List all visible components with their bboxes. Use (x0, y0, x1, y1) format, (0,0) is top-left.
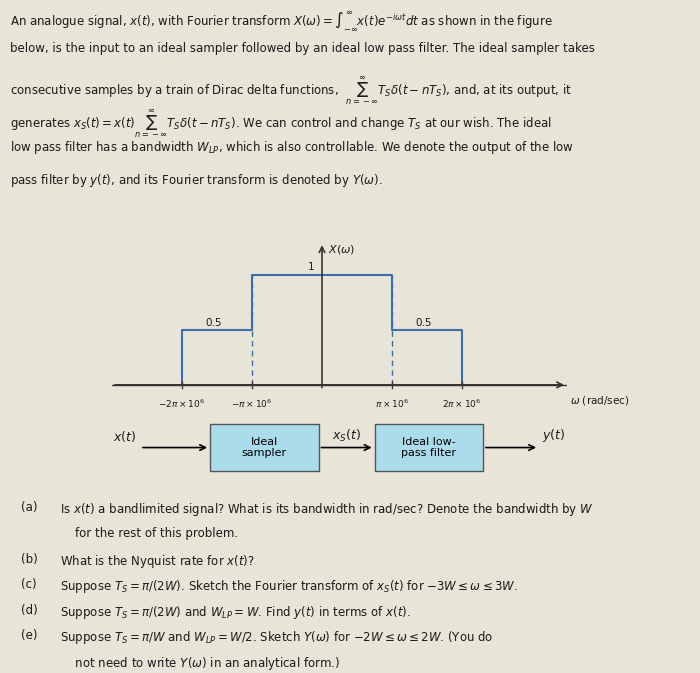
Text: $2\pi \times 10^6$: $2\pi \times 10^6$ (442, 398, 482, 411)
Text: 0.5: 0.5 (205, 318, 222, 328)
Text: $\omega$ (rad/sec): $\omega$ (rad/sec) (570, 394, 630, 406)
Text: consecutive samples by a train of Dirac delta functions,  $\sum_{n=-\infty}^{\in: consecutive samples by a train of Dirac … (10, 75, 573, 107)
Text: An analogue signal, $x(t)$, with Fourier transform $X(\omega) = \int_{-\infty}^{: An analogue signal, $x(t)$, with Fourier… (10, 10, 553, 34)
Text: Ideal low-
pass filter: Ideal low- pass filter (401, 437, 456, 458)
Text: What is the Nyquist rate for $x(t)$?: What is the Nyquist rate for $x(t)$? (60, 553, 254, 569)
Text: (b): (b) (21, 553, 38, 565)
Text: Suppose $T_S = \pi/(2W)$. Sketch the Fourier transform of $x_S(t)$ for $-3W \leq: Suppose $T_S = \pi/(2W)$. Sketch the Fou… (60, 578, 517, 595)
Text: not need to write $Y(\omega)$ in an analytical form.): not need to write $Y(\omega)$ in an anal… (60, 655, 340, 672)
Text: (d): (d) (21, 604, 38, 616)
Text: $X(\omega)$: $X(\omega)$ (328, 244, 355, 256)
Text: low pass filter has a bandwidth $W_{LP}$, which is also controllable. We denote : low pass filter has a bandwidth $W_{LP}$… (10, 139, 574, 156)
Text: 0.5: 0.5 (415, 318, 432, 328)
Text: (e): (e) (21, 629, 38, 642)
Text: Ideal
sampler: Ideal sampler (241, 437, 287, 458)
FancyBboxPatch shape (210, 424, 318, 471)
Text: $x(t)$: $x(t)$ (113, 429, 136, 444)
Text: Suppose $T_S = \pi/W$ and $W_{LP} = W/2$. Sketch $Y(\omega)$ for $-2W \leq \omeg: Suppose $T_S = \pi/W$ and $W_{LP} = W/2$… (60, 629, 493, 646)
Text: Suppose $T_S = \pi/(2W)$ and $W_{LP} = W$. Find $y(t)$ in terms of $x(t)$.: Suppose $T_S = \pi/(2W)$ and $W_{LP} = W… (60, 604, 410, 621)
Text: $-\pi \times 10^6$: $-\pi \times 10^6$ (232, 398, 272, 411)
Text: $y(t)$: $y(t)$ (542, 427, 566, 444)
Text: generates $x_S(t) = x(t)\sum_{n=-\infty}^{\infty} T_S\delta(t - nT_S)$. We can c: generates $x_S(t) = x(t)\sum_{n=-\infty}… (10, 107, 552, 139)
Text: (a): (a) (21, 501, 38, 514)
Text: $-2\pi \times 10^6$: $-2\pi \times 10^6$ (158, 398, 206, 411)
Text: (c): (c) (21, 578, 36, 591)
Text: 1: 1 (308, 262, 315, 272)
Text: pass filter by $y(t)$, and its Fourier transform is denoted by $Y(\omega)$.: pass filter by $y(t)$, and its Fourier t… (10, 172, 384, 188)
Text: $\pi \times 10^6$: $\pi \times 10^6$ (375, 398, 409, 411)
Text: $x_S(t)$: $x_S(t)$ (332, 428, 361, 444)
Text: Is $x(t)$ a bandlimited signal? What is its bandwidth in rad/sec? Denote the ban: Is $x(t)$ a bandlimited signal? What is … (60, 501, 593, 518)
Text: for the rest of this problem.: for the rest of this problem. (60, 527, 237, 540)
Text: below, is the input to an ideal sampler followed by an ideal low pass filter. Th: below, is the input to an ideal sampler … (10, 42, 596, 55)
FancyBboxPatch shape (374, 424, 483, 471)
